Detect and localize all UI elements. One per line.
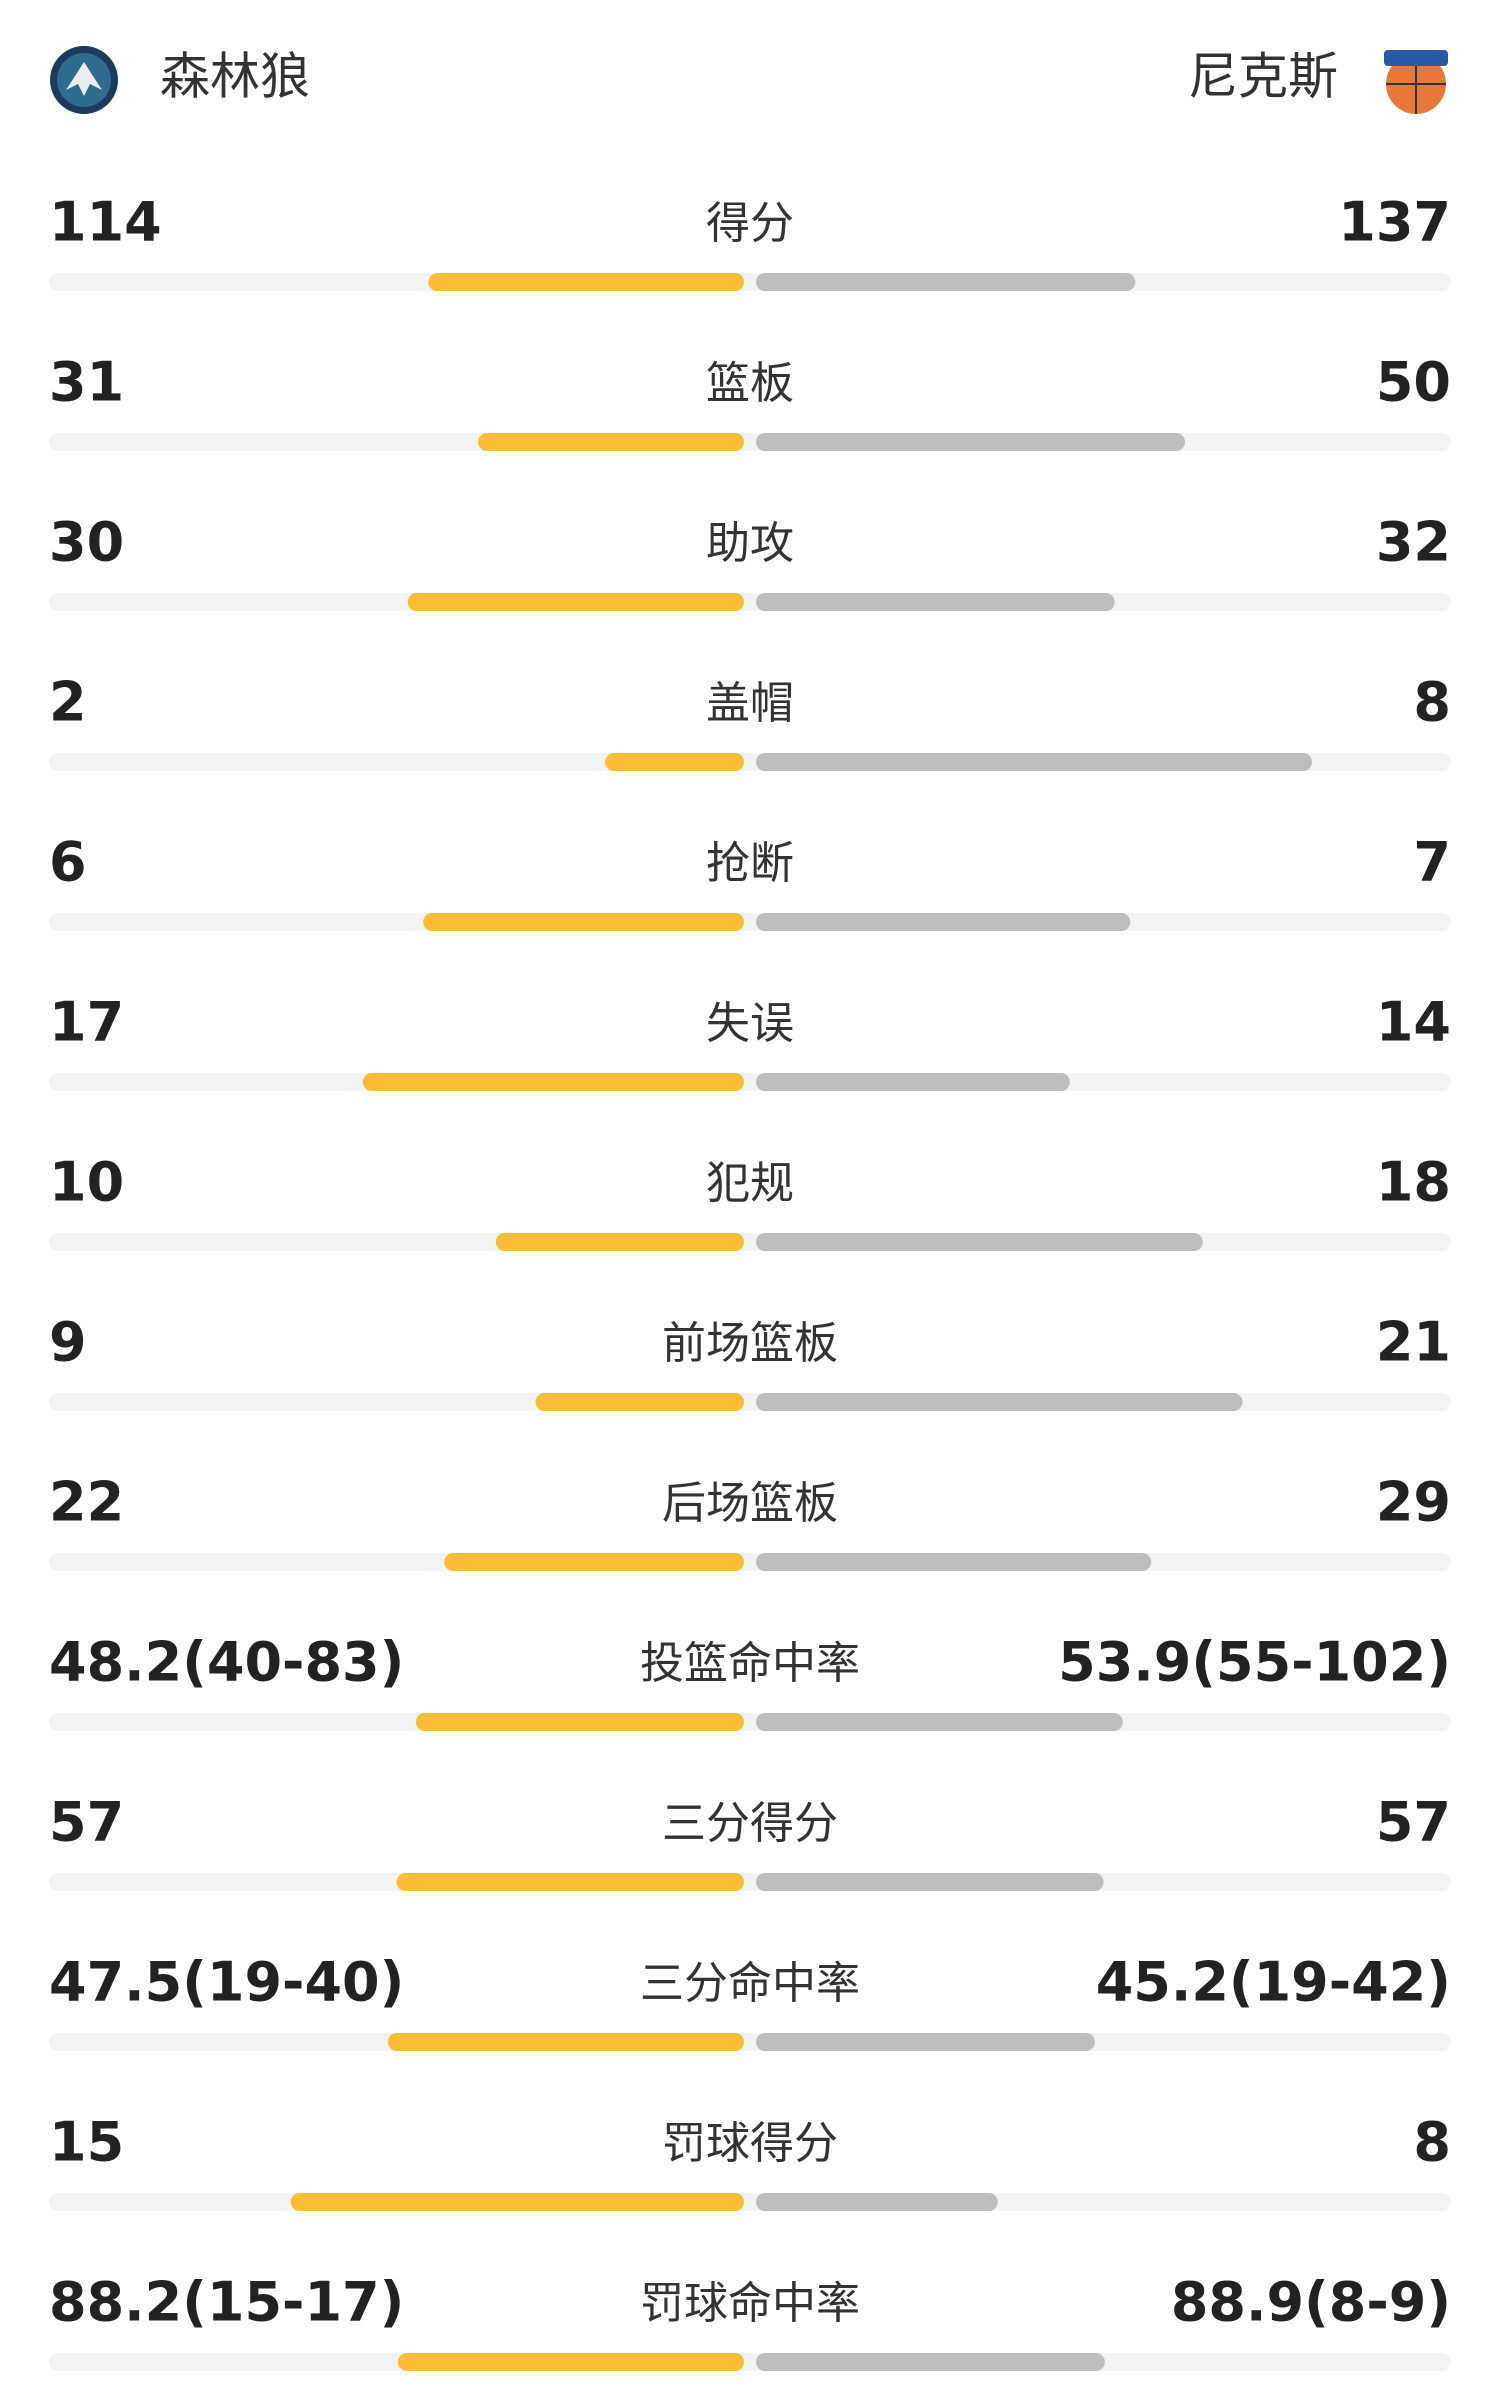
home-value: 22 <box>49 1471 124 1534</box>
home-value: 6 <box>49 831 87 894</box>
bar-track <box>49 2353 1451 2371</box>
away-value: 53.9(55-102) <box>1058 1631 1451 1694</box>
home-value: 114 <box>49 191 162 254</box>
home-team: 森林狼 <box>160 48 310 106</box>
home-value: 57 <box>49 1791 124 1854</box>
away-bar <box>756 2353 1105 2371</box>
away-value: 32 <box>1376 511 1451 574</box>
stat-label: 抢断 <box>706 838 794 889</box>
bar-track <box>49 273 1451 291</box>
away-value: 88.9(8-9) <box>1171 2271 1451 2334</box>
home-value: 30 <box>49 511 124 574</box>
bar-track <box>49 593 1451 611</box>
stat-label: 失误 <box>706 998 794 1049</box>
away-value: 21 <box>1376 1311 1451 1374</box>
away-bar <box>756 1393 1243 1411</box>
home-bar <box>605 753 744 771</box>
away-logo <box>1384 50 1448 114</box>
home-value: 10 <box>49 1151 124 1214</box>
away-value: 57 <box>1376 1791 1451 1854</box>
bar-track <box>49 1873 1451 1891</box>
home-value: 31 <box>49 351 124 414</box>
stat-label: 罚球命中率 <box>640 2278 860 2329</box>
away-bar <box>756 433 1186 451</box>
away-bar <box>756 1233 1203 1251</box>
away-value: 50 <box>1376 351 1451 414</box>
away-bar <box>756 593 1115 611</box>
away-bar <box>756 273 1136 291</box>
away-bar <box>756 753 1312 771</box>
home-bar <box>428 273 744 291</box>
bar-track <box>49 1553 1451 1571</box>
bar-track <box>49 2033 1451 2051</box>
home-value: 2 <box>49 671 87 734</box>
bar-track <box>49 433 1451 451</box>
stat-label: 后场篮板 <box>662 1478 838 1529</box>
away-value: 137 <box>1338 191 1451 254</box>
away-value: 8 <box>1413 2111 1451 2174</box>
stat-label: 三分命中率 <box>640 1958 860 2009</box>
away-value: 7 <box>1413 831 1451 894</box>
away-team: 尼克斯 <box>1188 48 1338 106</box>
home-bar <box>290 2193 744 2211</box>
home-bar <box>535 1393 744 1411</box>
stat-label: 盖帽 <box>706 678 794 729</box>
away-bar <box>756 1713 1123 1731</box>
stat-label: 篮板 <box>706 358 794 409</box>
bar-track <box>49 1073 1451 1091</box>
home-logo <box>50 46 118 114</box>
stat-label: 犯规 <box>706 1158 794 1209</box>
stat-label: 三分得分 <box>662 1798 838 1849</box>
home-bar <box>444 1553 744 1571</box>
bar-track <box>49 2193 1451 2211</box>
stat-label: 前场篮板 <box>662 1318 838 1369</box>
home-bar <box>495 1233 744 1251</box>
home-value: 17 <box>49 991 124 1054</box>
home-bar <box>396 1873 744 1891</box>
away-bar <box>756 913 1131 931</box>
away-bar <box>756 2193 998 2211</box>
home-bar <box>407 593 744 611</box>
home-value: 9 <box>49 1311 87 1374</box>
away-value: 18 <box>1376 1151 1451 1214</box>
home-bar <box>415 1713 744 1731</box>
away-bar <box>756 1073 1070 1091</box>
bar-track <box>49 913 1451 931</box>
home-bar <box>423 913 744 931</box>
away-value: 45.2(19-42) <box>1096 1951 1451 2014</box>
stat-label: 得分 <box>706 198 794 249</box>
away-bar <box>756 1873 1104 1891</box>
away-value: 14 <box>1376 991 1451 1054</box>
away-bar <box>756 2033 1095 2051</box>
home-value: 88.2(15-17) <box>49 2271 404 2334</box>
home-bar <box>387 2033 744 2051</box>
stat-label: 投篮命中率 <box>640 1638 860 1689</box>
home-value: 15 <box>49 2111 124 2174</box>
away-bar <box>756 1553 1152 1571</box>
home-value: 48.2(40-83) <box>49 1631 404 1694</box>
bar-track <box>49 1713 1451 1731</box>
home-value: 47.5(19-40) <box>49 1951 404 2014</box>
home-bar <box>397 2353 744 2371</box>
stat-label: 助攻 <box>706 518 794 569</box>
bar-track <box>49 1233 1451 1251</box>
home-bar <box>478 433 744 451</box>
home-bar <box>362 1073 744 1091</box>
away-value: 8 <box>1413 671 1451 734</box>
away-value: 29 <box>1376 1471 1451 1534</box>
stat-label: 罚球得分 <box>662 2118 838 2169</box>
